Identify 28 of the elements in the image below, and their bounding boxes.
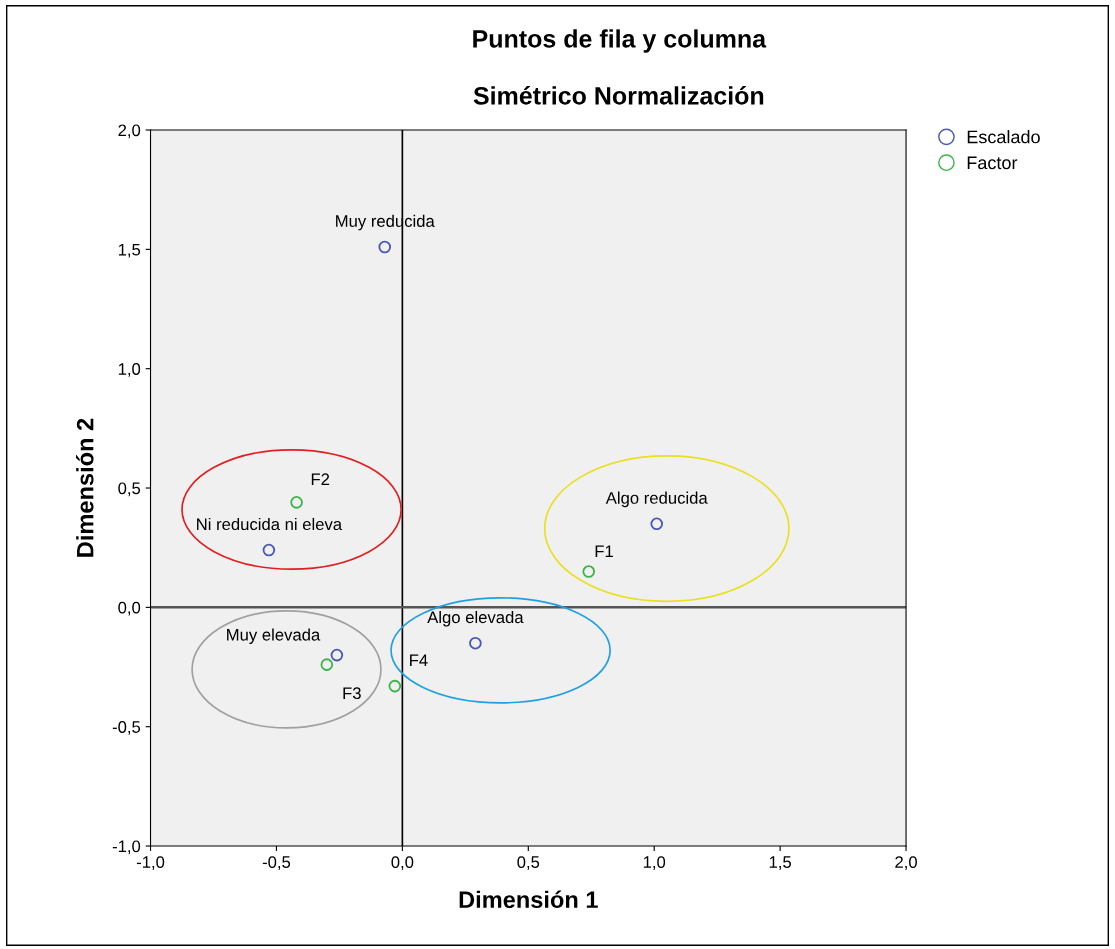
y-tick-label: 2,0 — [118, 124, 141, 139]
annotation: Algo elevada — [427, 610, 524, 627]
y-tick-label: -0,5 — [112, 721, 141, 735]
annotation: Muy elevada — [227, 628, 321, 644]
chart-title: Puntos de fila y columna — [473, 29, 767, 53]
annotation: F3 — [343, 687, 361, 700]
y-tick-label: -1,0 — [112, 840, 141, 855]
y-axis-title: Dimensión 2 — [75, 418, 94, 557]
legend-label: Factor — [967, 156, 1018, 170]
x-tick-label: -0,5 — [262, 856, 291, 870]
annotation: F4 — [410, 654, 428, 666]
y-tick-label: 0,5 — [118, 482, 141, 497]
x-axis-title: Dimensión 1 — [459, 890, 598, 909]
x-tick-label: 2,0 — [895, 856, 917, 870]
annotation: F1 — [595, 545, 613, 557]
x-tick-label: 1,5 — [769, 856, 792, 870]
annotation: F2 — [311, 473, 330, 485]
annotation: Algo reducida — [605, 491, 708, 508]
legend-label: Escalado — [967, 130, 1040, 144]
annotation: Ni reducida ni eleva — [197, 517, 343, 531]
x-tick-label: 0,0 — [391, 856, 414, 870]
y-tick-label: 1,5 — [118, 243, 141, 258]
x-tick-label: -1,0 — [136, 856, 165, 870]
y-tick-label: 1,0 — [118, 363, 141, 377]
y-tick-label: 0,0 — [118, 601, 141, 616]
x-tick-label: 1,0 — [643, 856, 666, 870]
chart-subtitle: Simétrico Normalización — [473, 86, 764, 105]
x-tick-label: 0,5 — [517, 856, 540, 870]
